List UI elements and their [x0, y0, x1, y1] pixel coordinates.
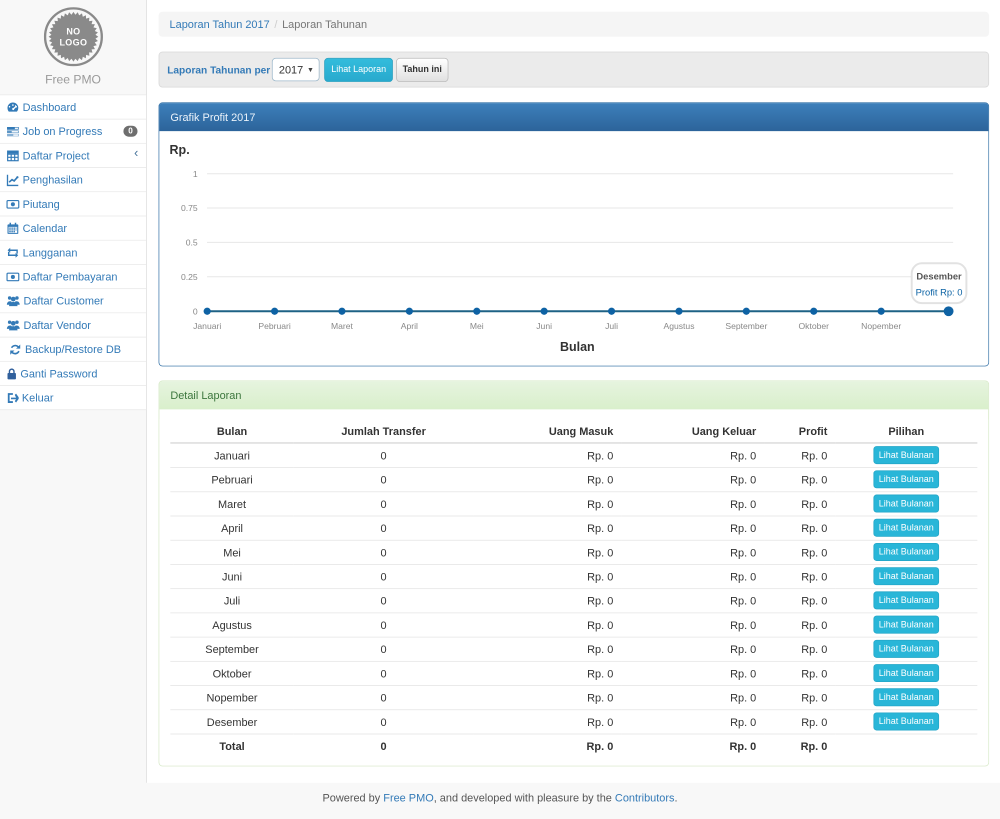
svg-text:September: September	[725, 321, 767, 331]
svg-text:Juni: Juni	[536, 321, 552, 331]
svg-text:Desember: Desember	[916, 272, 962, 282]
svg-text:0.75: 0.75	[181, 203, 198, 213]
svg-text:0.25: 0.25	[181, 272, 198, 282]
svg-text:Pebruari: Pebruari	[258, 321, 291, 331]
svg-text:Rp.: Rp.	[170, 143, 190, 157]
svg-text:Profit Rp: 0: Profit Rp: 0	[916, 287, 963, 297]
svg-text:1: 1	[193, 169, 198, 179]
svg-text:April: April	[401, 321, 418, 331]
svg-text:Bulan: Bulan	[560, 340, 595, 354]
svg-text:Juli: Juli	[605, 321, 618, 331]
svg-text:0.5: 0.5	[186, 238, 198, 248]
svg-text:Maret: Maret	[331, 321, 354, 331]
svg-text:NO: NO	[66, 26, 80, 36]
svg-text:Agustus: Agustus	[663, 321, 694, 331]
svg-text:0: 0	[193, 306, 198, 316]
svg-text:Oktober: Oktober	[798, 321, 829, 331]
svg-text:Mei: Mei	[470, 321, 484, 331]
svg-text:LOGO: LOGO	[59, 37, 87, 47]
svg-text:Nopember: Nopember	[861, 321, 901, 331]
svg-text:Januari: Januari	[193, 321, 221, 331]
